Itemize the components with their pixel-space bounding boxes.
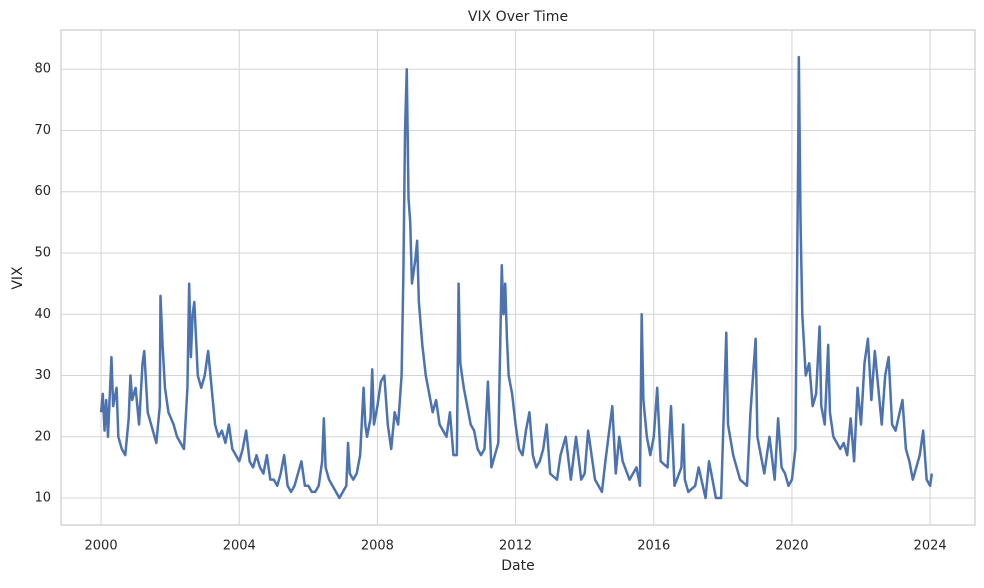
data-line xyxy=(99,55,934,500)
plot-frame xyxy=(60,29,976,526)
y-tick-label: 20 xyxy=(34,429,51,444)
y-tick-label: 80 xyxy=(34,62,51,77)
y-tick-label: 40 xyxy=(34,307,51,322)
x-tick-label: 2016 xyxy=(637,539,670,554)
x-tick-label: 2024 xyxy=(914,539,947,554)
y-tick-label: 50 xyxy=(34,245,51,260)
y-axis-label: VIX xyxy=(10,266,26,290)
x-tick-label: 2004 xyxy=(223,539,256,554)
x-tick-label: 2000 xyxy=(85,539,118,554)
y-tick-label: 60 xyxy=(34,184,51,199)
x-tick-label: 2020 xyxy=(775,539,808,554)
y-tick-label: 10 xyxy=(34,491,51,506)
x-axis-label: Date xyxy=(501,558,534,574)
x-tick-label: 2008 xyxy=(361,539,394,554)
chart-title: VIX Over Time xyxy=(468,9,568,25)
x-tick-label: 2012 xyxy=(499,539,532,554)
y-tick-label: 30 xyxy=(34,368,51,383)
y-tick-label: 70 xyxy=(34,123,51,138)
